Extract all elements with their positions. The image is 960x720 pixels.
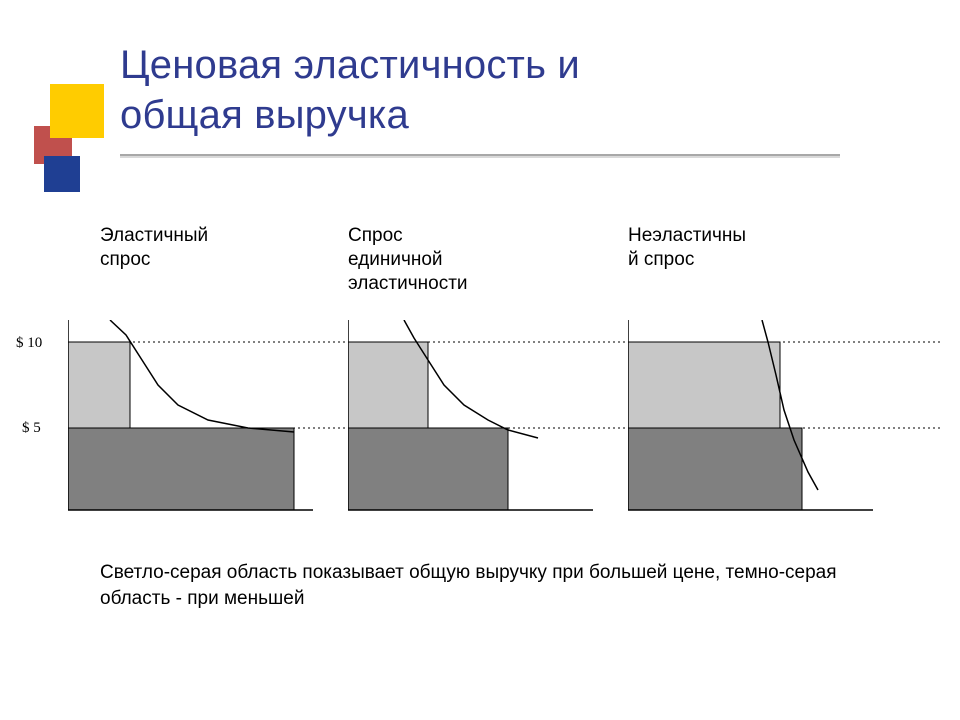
label-inelastic: Неэластичны й спрос xyxy=(628,224,746,272)
title-line-2: общая выручка xyxy=(120,90,840,140)
dashed-reference-lines xyxy=(0,320,960,510)
title-line-1: Ценовая эластичность и xyxy=(120,40,840,90)
title-underline xyxy=(120,154,840,156)
slide-title: Ценовая эластичность и общая выручка xyxy=(120,40,840,156)
caption: Светло-серая область показывает общую вы… xyxy=(100,560,890,611)
deco-yellow xyxy=(50,84,104,138)
deco-blue xyxy=(44,156,80,192)
title-decoration xyxy=(34,84,108,194)
label-elastic: Эластичный спрос xyxy=(100,224,208,272)
label-unit: Спрос единичной эластичности xyxy=(348,224,468,295)
decoration-svg xyxy=(34,84,124,214)
